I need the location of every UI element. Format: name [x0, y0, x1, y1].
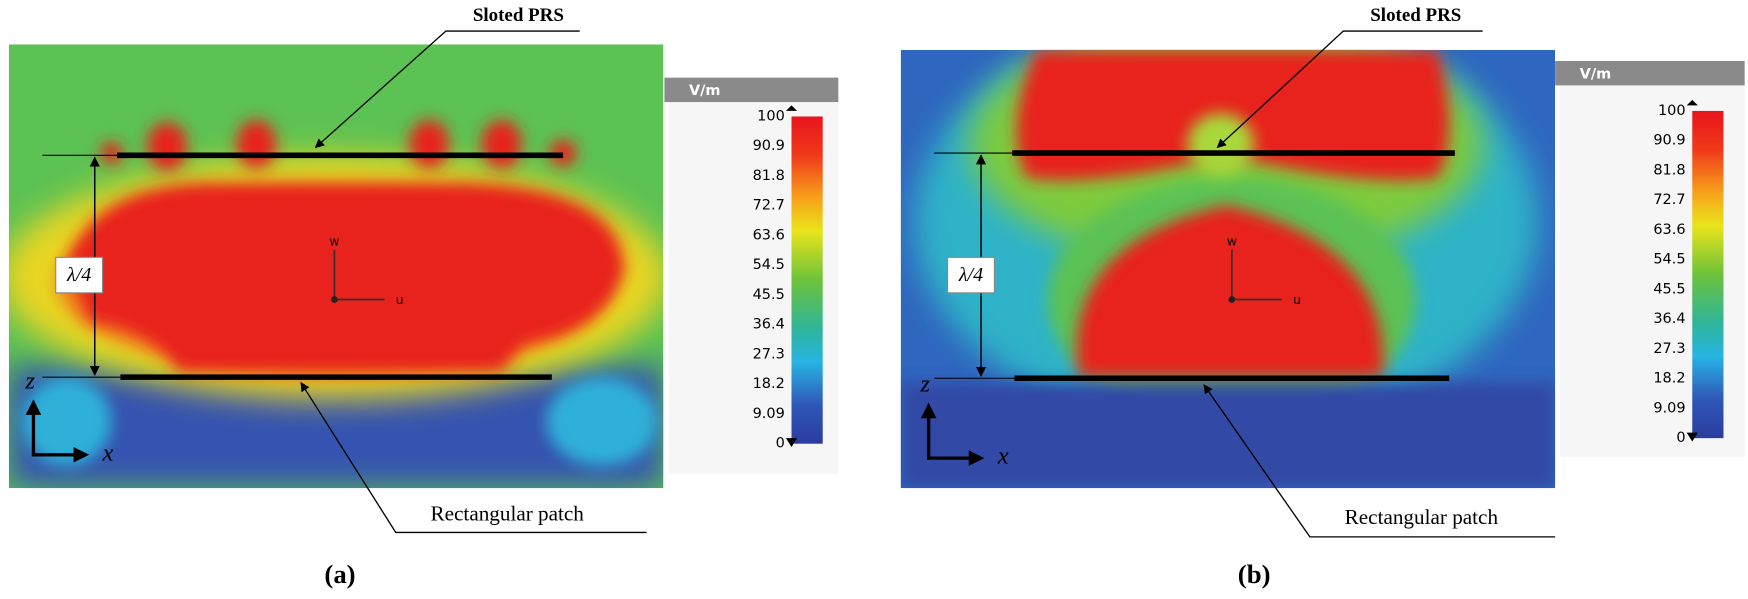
origin-label: u [396, 293, 404, 307]
colorbar-tick-label: 36.4 [753, 317, 785, 333]
colorbar-tick-label: 45.5 [753, 287, 785, 303]
colorbar-unit: V/m [689, 83, 721, 99]
corner-axes [926, 413, 974, 460]
colorbar-tick-label: 72.7 [753, 198, 785, 214]
patch-label: Rectangular patch [431, 502, 585, 526]
colorbar-tick-label: 0 [1676, 430, 1685, 446]
colorbar-tick-label: 27.3 [1653, 341, 1685, 357]
axis-label: x [997, 443, 1009, 470]
colorbar-tick-label: 18.2 [1653, 371, 1685, 387]
colorbar-tick-label: 81.8 [1653, 162, 1685, 178]
corner-axes [31, 410, 79, 457]
colorbar-tick-label: 90.9 [753, 138, 785, 154]
field-plot-a [8, 44, 664, 489]
colorbar-tick-label: 54.5 [1653, 252, 1685, 268]
colorbar-tick-label: 90.9 [1653, 133, 1685, 149]
panel-label: (a) [324, 559, 355, 589]
colorbar-tick-label: 45.5 [1653, 281, 1685, 297]
colorbar-tick-label: 63.6 [753, 227, 785, 243]
origin-label: w [1227, 234, 1237, 248]
colorbar-tick-label: 18.2 [753, 376, 785, 392]
colorbar-tick-label: 81.8 [753, 168, 785, 184]
colorbar [791, 116, 823, 444]
colorbar-tick-label: 54.5 [753, 257, 785, 273]
annotations: Sloted PRS Rectangular patch λ/4 w u z x V/m 100… [24, 5, 1745, 589]
origin-dot [331, 296, 338, 303]
dim-box [947, 256, 995, 294]
distance-label: λ/4 [66, 264, 91, 286]
panel-label: (b) [1238, 559, 1271, 589]
distance-label: λ/4 [958, 264, 983, 286]
dim-box [55, 256, 104, 294]
field-plot-b [900, 49, 1556, 489]
colorbar-unit: V/m [1580, 66, 1612, 82]
origin-dot [1228, 296, 1236, 303]
colorbar-tick-label: 9.09 [753, 406, 785, 422]
colorbar-tick-label: 100 [1658, 103, 1686, 119]
colorbar-header [664, 77, 839, 103]
patch-label: Rectangular patch [1345, 505, 1499, 529]
colorbar-tick-label: 72.7 [1653, 192, 1685, 208]
arrowhead [920, 402, 985, 466]
origin-label: w [329, 234, 339, 248]
colorbar-tick-label: 63.6 [1653, 222, 1685, 238]
prs-leader [1216, 30, 1483, 149]
prs-label: Sloted PRS [473, 5, 564, 26]
axis-label: z [920, 371, 931, 398]
prs-leader [314, 30, 580, 149]
axis-label: z [24, 367, 35, 394]
origin-label: u [1293, 293, 1301, 307]
arrowhead [25, 399, 90, 463]
prs-label: Sloted PRS [1370, 5, 1461, 26]
colorbar-tick-label: 0 [776, 436, 785, 452]
colorbar [1692, 110, 1724, 439]
patch-leader [300, 381, 647, 534]
colorbar-tick-label: 36.4 [1653, 311, 1685, 327]
colorbar-header [1555, 61, 1745, 86]
axis-label: x [102, 439, 114, 466]
colorbar-tick-label: 27.3 [753, 346, 785, 362]
colorbar-tick-label: 9.09 [1653, 400, 1685, 416]
colorbar-tick-label: 100 [757, 108, 785, 124]
patch-leader [1203, 384, 1556, 538]
